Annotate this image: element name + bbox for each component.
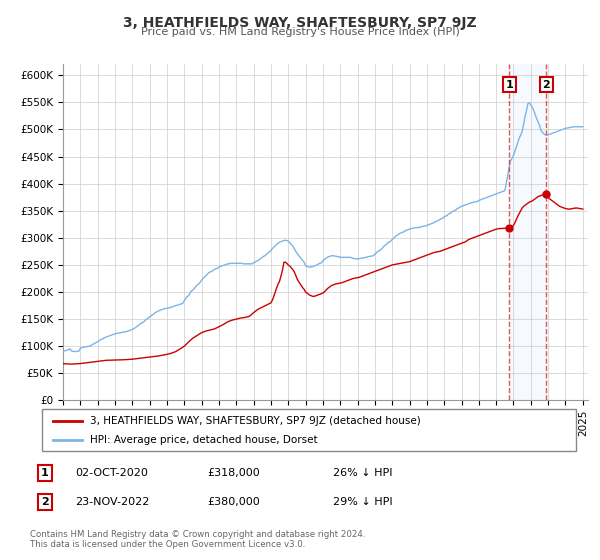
Text: 29% ↓ HPI: 29% ↓ HPI [333, 497, 392, 507]
Text: 1: 1 [505, 80, 513, 90]
Text: HPI: Average price, detached house, Dorset: HPI: Average price, detached house, Dors… [90, 435, 317, 445]
Text: 2: 2 [41, 497, 49, 507]
Text: Contains HM Land Registry data © Crown copyright and database right 2024.: Contains HM Land Registry data © Crown c… [30, 530, 365, 539]
Text: £318,000: £318,000 [207, 468, 260, 478]
Text: 02-OCT-2020: 02-OCT-2020 [75, 468, 148, 478]
FancyBboxPatch shape [42, 409, 576, 451]
Text: Price paid vs. HM Land Registry's House Price Index (HPI): Price paid vs. HM Land Registry's House … [140, 27, 460, 37]
Bar [509, 64, 547, 400]
Text: 1: 1 [41, 468, 49, 478]
Text: 3, HEATHFIELDS WAY, SHAFTESBURY, SP7 9JZ (detached house): 3, HEATHFIELDS WAY, SHAFTESBURY, SP7 9JZ… [90, 417, 421, 426]
Text: 26% ↓ HPI: 26% ↓ HPI [333, 468, 392, 478]
Text: This data is licensed under the Open Government Licence v3.0.: This data is licensed under the Open Gov… [30, 540, 305, 549]
Text: 3, HEATHFIELDS WAY, SHAFTESBURY, SP7 9JZ: 3, HEATHFIELDS WAY, SHAFTESBURY, SP7 9JZ [123, 16, 477, 30]
Text: £380,000: £380,000 [207, 497, 260, 507]
Text: 23-NOV-2022: 23-NOV-2022 [75, 497, 149, 507]
Text: 2: 2 [542, 80, 550, 90]
